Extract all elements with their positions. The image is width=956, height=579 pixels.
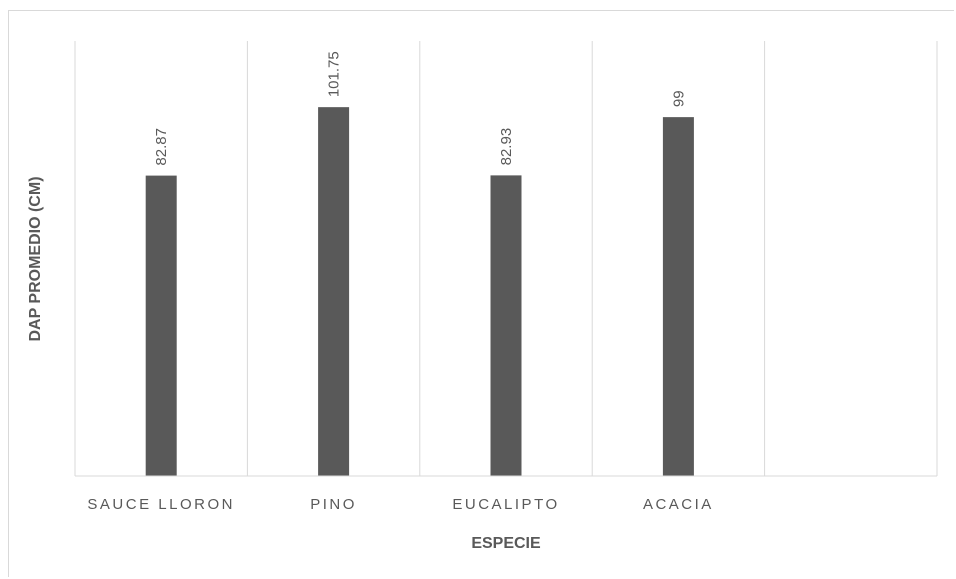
x-tick-label: ACACIA: [643, 496, 714, 513]
data-labels: 82.87 101.75 82.93 99: [153, 51, 687, 165]
bar: [490, 175, 522, 476]
category-gridlines: [74, 41, 938, 476]
data-label: 82.87: [153, 128, 170, 166]
bar: [662, 117, 694, 476]
bar-series: [145, 107, 694, 476]
x-axis-title: ESPECIE: [471, 535, 541, 552]
y-axis-title: DAP PROMEDIO (CM): [27, 176, 44, 341]
bar: [145, 175, 177, 476]
data-label: 101.75: [326, 51, 343, 97]
x-tick-label: SAUCE LLORON: [87, 496, 235, 513]
x-axis-tick-labels: SAUCE LLORON PINO EUCALIPTO ACACIA: [87, 496, 714, 513]
bar: [318, 107, 350, 476]
data-label: 99: [670, 90, 687, 107]
data-label: 82.93: [498, 128, 515, 166]
x-tick-label: EUCALIPTO: [452, 496, 559, 513]
chart-area-border: [8, 10, 954, 577]
x-tick-label: PINO: [310, 496, 357, 513]
